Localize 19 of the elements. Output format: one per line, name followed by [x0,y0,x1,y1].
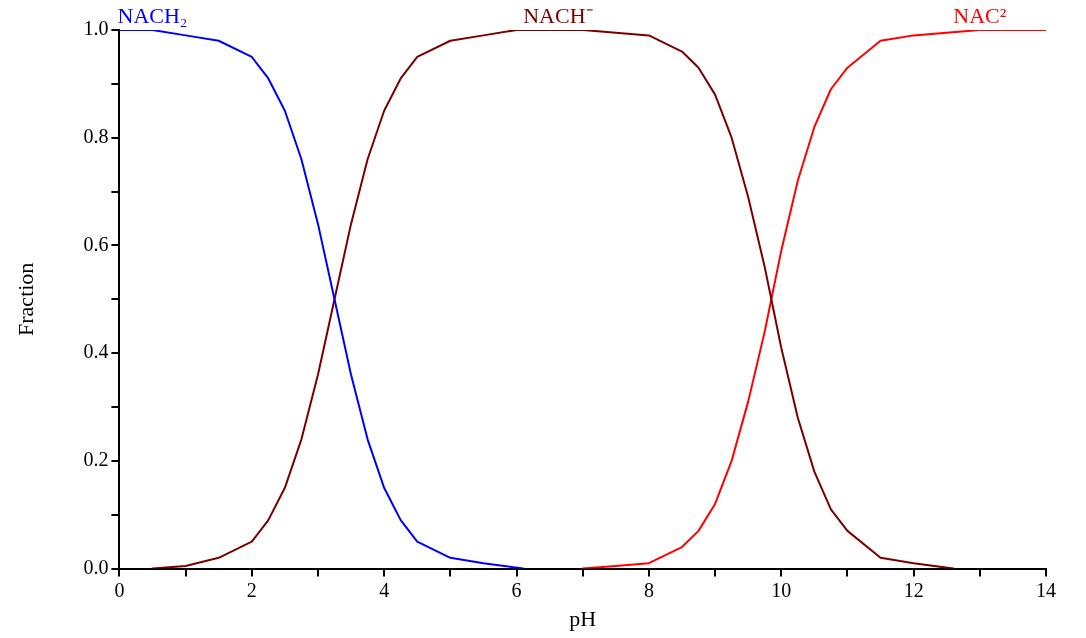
x-tick-label: 10 [771,578,792,601]
y-tick-label: 0.0 [83,555,109,578]
x-tick-label: 12 [903,578,924,601]
x-axis-title: pH [569,605,597,631]
x-tick-label: 2 [246,578,257,601]
y-tick-label: 0.6 [83,232,109,255]
series-label: NAC² [953,2,1007,28]
x-tick-label: 14 [1036,578,1056,601]
x-tick-label: 4 [379,578,390,601]
series-label: NACH⁻ [523,2,593,28]
x-tick-label: 6 [511,578,522,601]
y-tick-label: 1.0 [83,17,109,40]
y-tick-label: 0.4 [83,340,109,363]
y-tick-label: 0.2 [83,448,109,471]
y-tick-label: 0.8 [83,124,109,147]
series-label: NACH₂ [117,2,188,28]
x-tick-label: 0 [114,578,125,601]
x-tick-label: 8 [643,578,654,601]
y-axis-title: Fraction [12,262,38,336]
